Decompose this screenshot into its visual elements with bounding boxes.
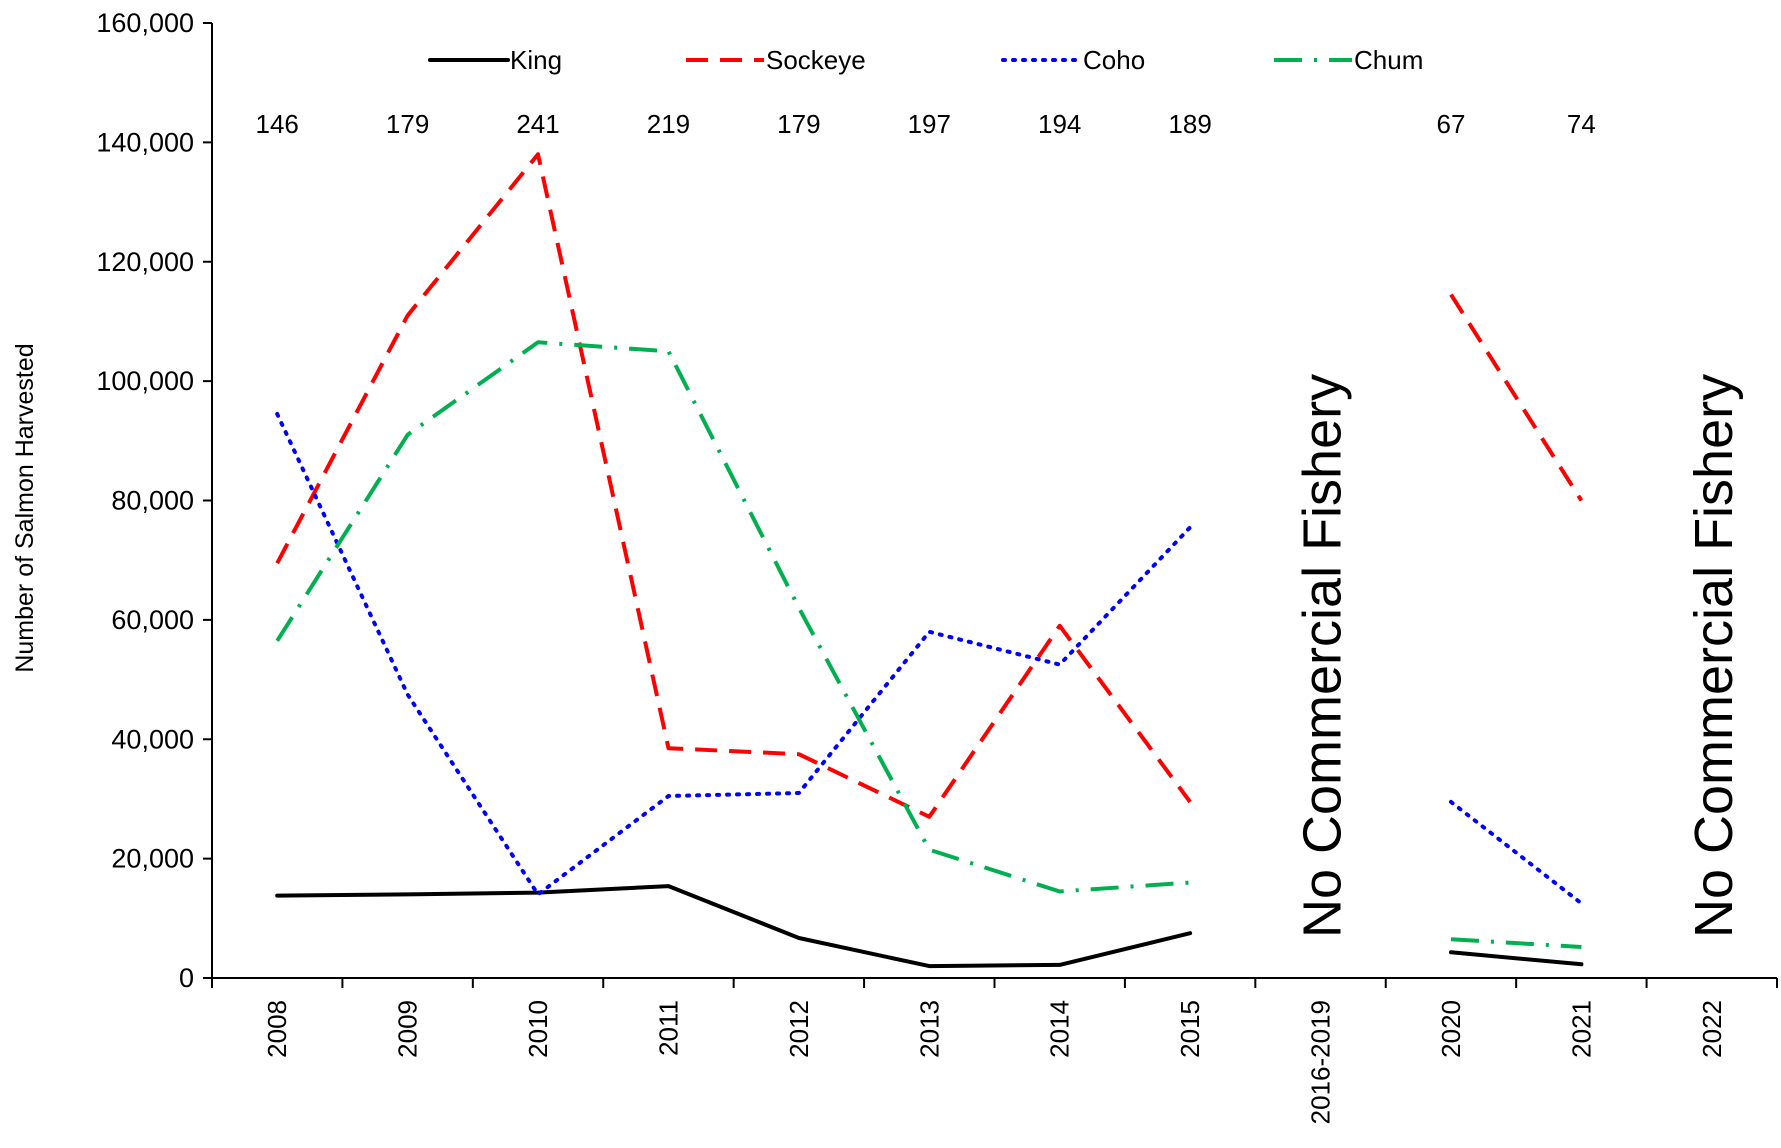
- x-tick-label: 2015: [1175, 1000, 1205, 1058]
- series-line-king: [1449, 950, 1584, 967]
- count-labels: 146 179 241 219 179 197 194 189 67 74: [256, 109, 1596, 139]
- y-tick-label: 160,000: [96, 8, 194, 38]
- x-tick-label: 2011: [653, 1000, 683, 1056]
- y-tick-label: 140,000: [96, 127, 194, 157]
- no-fishery-annotations: No Commercial Fishery No Commercial Fishe…: [1293, 374, 1744, 938]
- x-tick-label: 2020: [1436, 1000, 1466, 1058]
- y-axis-title-group: Number of Salmon Harvested: [11, 343, 39, 672]
- y-tick-label: 80,000: [111, 486, 194, 516]
- y-tick-label: 100,000: [96, 366, 194, 396]
- count-label: 197: [908, 109, 951, 139]
- series-line-sockeye: [1449, 293, 1584, 502]
- y-tick-labels: 0 20,000 40,000 60,000 80,000 100,000 120,000 1…: [96, 8, 194, 993]
- no-fishery-label: No Commercial Fishery: [1293, 374, 1353, 938]
- x-tick-label: 2016-2019: [1306, 1000, 1336, 1124]
- x-tick-label: 2014: [1045, 1000, 1075, 1058]
- x-tick-label: 2008: [262, 1000, 292, 1058]
- y-axis-title: Number of Salmon Harvested: [11, 343, 39, 672]
- y-tick-label: 60,000: [111, 605, 194, 635]
- axes: [203, 22, 1778, 988]
- series-line-coho: [1449, 799, 1584, 906]
- legend-label-sockeye: Sockeye: [766, 45, 866, 75]
- legend-label-chum: Chum: [1354, 45, 1423, 75]
- count-label: 219: [647, 109, 690, 139]
- x-tick-label: 2022: [1697, 1000, 1727, 1058]
- x-tick-label: 2012: [784, 1000, 814, 1058]
- x-tick-labels: 2008 2009 2010 2011 2012 2013 2014 2015 2016-201…: [262, 1000, 1727, 1124]
- x-tick-label: 2013: [914, 1000, 944, 1058]
- series-line-coho: [275, 412, 1193, 897]
- count-label: 194: [1038, 109, 1081, 139]
- legend-label-coho: Coho: [1083, 45, 1145, 75]
- count-label: 74: [1567, 109, 1596, 139]
- no-fishery-label: No Commercial Fishery: [1684, 374, 1744, 938]
- count-label: 146: [256, 109, 299, 139]
- series-line-chum: [275, 340, 1191, 894]
- x-tick-label: 2010: [523, 1000, 553, 1058]
- x-tick-label: 2009: [393, 1000, 423, 1058]
- legend-label-king: King: [510, 45, 562, 75]
- y-tick-label: 40,000: [111, 724, 194, 754]
- count-label: 241: [516, 109, 559, 139]
- y-tick-label: 120,000: [96, 247, 194, 277]
- x-tick-label: 2021: [1566, 1000, 1596, 1058]
- count-label: 179: [777, 109, 820, 139]
- count-label: 67: [1436, 109, 1465, 139]
- y-tick-label: 0: [179, 963, 194, 993]
- series-line-sockeye: [275, 152, 1192, 819]
- series-lines: [275, 152, 1584, 969]
- count-label: 189: [1168, 109, 1211, 139]
- count-label: 179: [386, 109, 429, 139]
- y-tick-label: 20,000: [111, 844, 194, 874]
- series-line-king: [275, 884, 1193, 969]
- series-line-chum: [1450, 937, 1582, 949]
- legend: King Sockeye Coho Chum: [428, 45, 1423, 75]
